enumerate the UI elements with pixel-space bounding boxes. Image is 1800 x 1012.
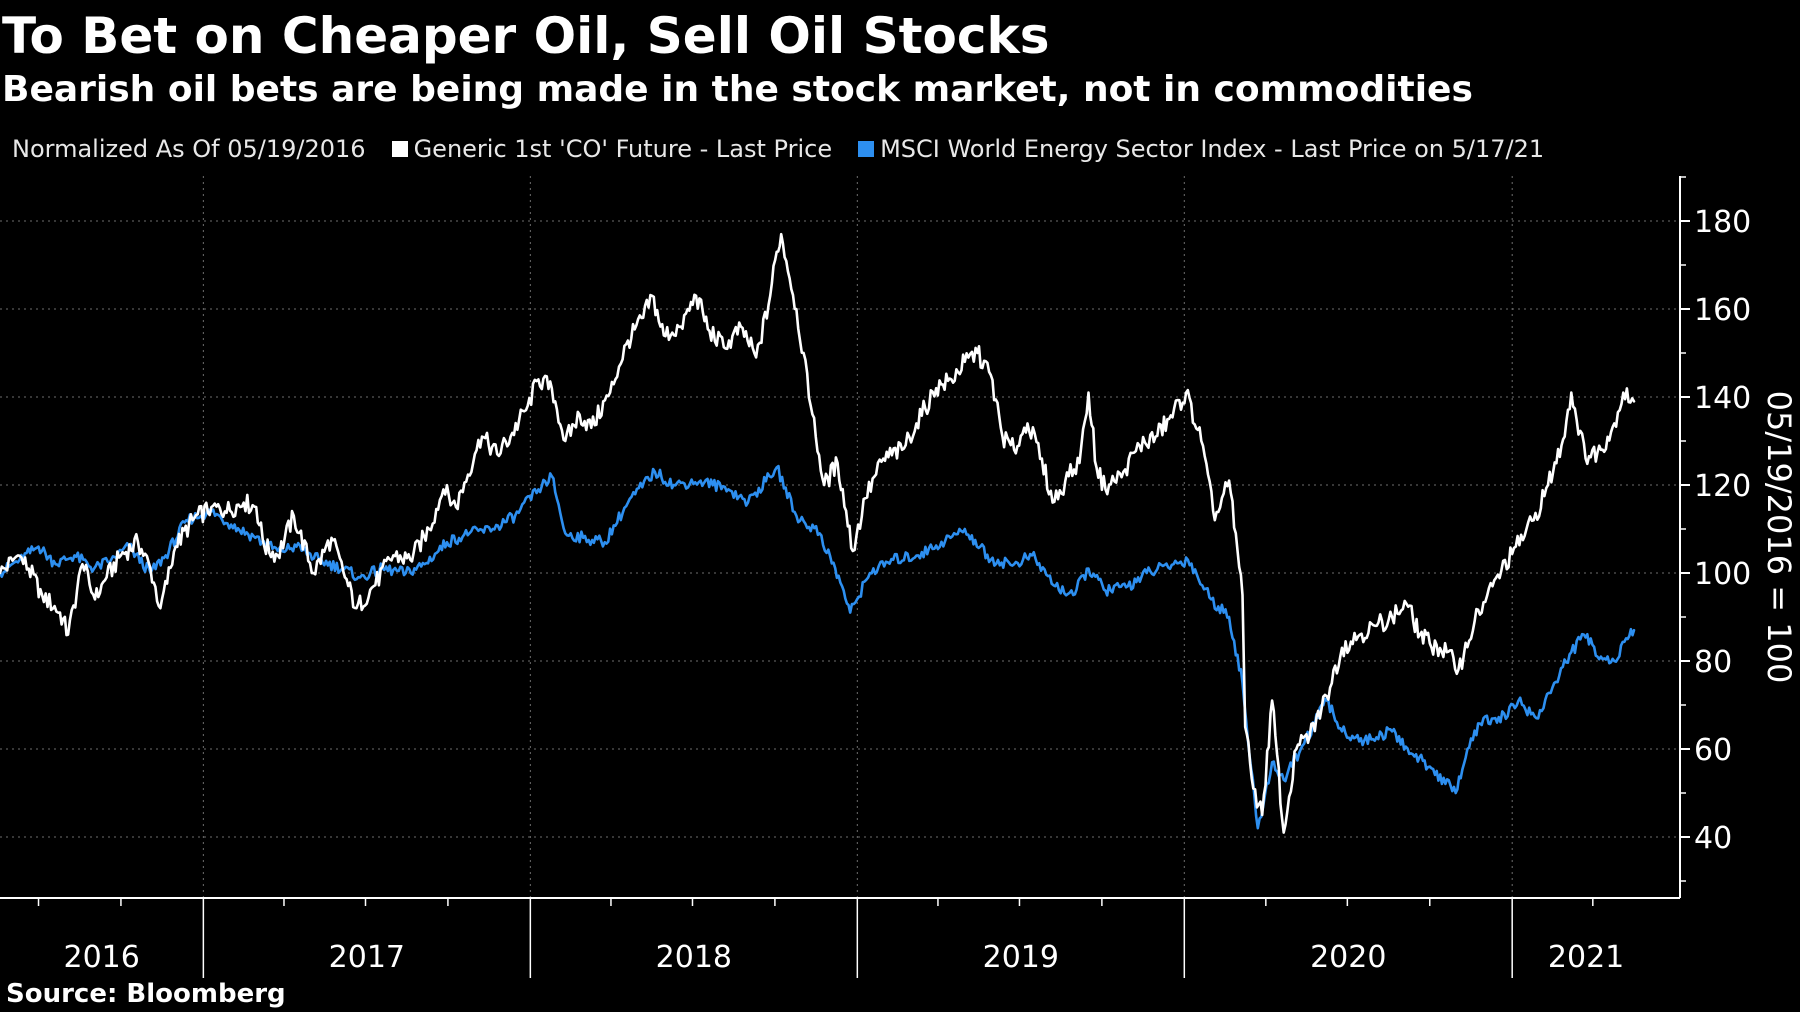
- x-tick-label: 2021: [1548, 940, 1624, 975]
- y-axis-title: 05/19/2016 = 100: [1760, 391, 1798, 684]
- y-tick-label: 140: [1694, 381, 1751, 416]
- y-tick-label: 160: [1694, 293, 1751, 328]
- legend: Normalized As Of 05/19/2016 Generic 1st …: [12, 134, 1544, 164]
- x-tick-label: 2020: [1310, 940, 1386, 975]
- legend-entry-msci: MSCI World Energy Sector Index - Last Pr…: [858, 134, 1544, 164]
- y-tick-label: 80: [1694, 645, 1732, 680]
- legend-entry-brent: Generic 1st 'CO' Future - Last Price: [391, 134, 833, 164]
- chart-subtitle: Bearish oil bets are being made in the s…: [2, 69, 1473, 110]
- legend-swatch-msci: [858, 141, 875, 157]
- y-tick-label: 60: [1694, 733, 1732, 768]
- x-tick-label: 2019: [983, 940, 1059, 975]
- y-tick-label: 120: [1694, 469, 1751, 504]
- chart-title: To Bet on Cheaper Oil, Sell Oil Stocks: [2, 7, 1050, 65]
- series-line-brent: [0, 232, 1636, 834]
- y-tick-label: 40: [1694, 821, 1732, 856]
- legend-label-brent: Generic 1st 'CO' Future - Last Price: [413, 135, 833, 163]
- legend-label-msci: MSCI World Energy Sector Index - Last Pr…: [880, 135, 1545, 163]
- series-line-msci: [0, 464, 1636, 830]
- source-note: Source: Bloomberg: [6, 979, 286, 1009]
- y-tick-label: 100: [1694, 557, 1751, 592]
- x-tick-label: 2018: [656, 940, 732, 975]
- legend-normalization-note: Normalized As Of 05/19/2016: [12, 135, 366, 163]
- x-tick-label: 2017: [329, 940, 405, 975]
- legend-swatch-brent: [391, 141, 408, 157]
- series: [0, 232, 1636, 834]
- x-tick-label: 2016: [63, 940, 139, 975]
- y-tick-label: 180: [1694, 205, 1751, 240]
- axes: 40 60 80 100 120 140 160 180 2016 2017 2018 2019 202…: [0, 176, 1751, 978]
